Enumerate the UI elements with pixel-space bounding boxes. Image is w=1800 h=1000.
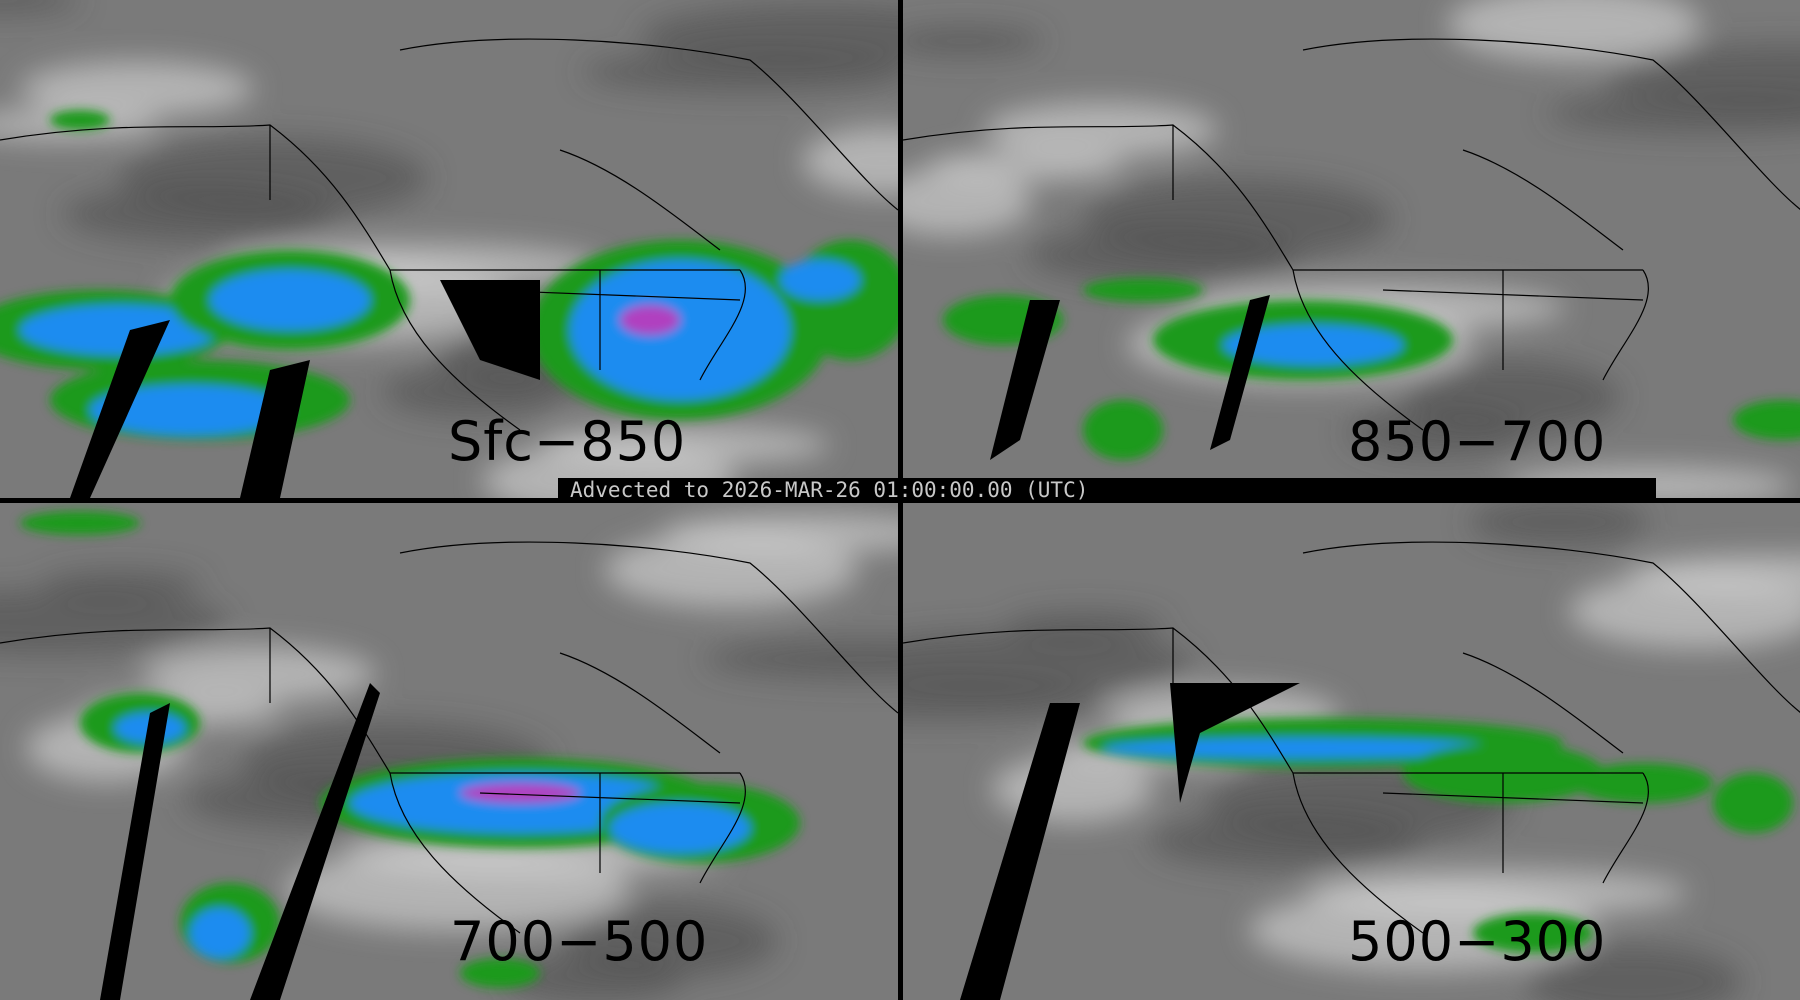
streak — [1027, 226, 1299, 284]
streak — [20, 61, 254, 117]
panel-label-700-500: 700−500 — [450, 910, 709, 973]
streak — [704, 638, 898, 680]
streak — [604, 532, 858, 608]
streak — [1149, 812, 1421, 870]
streak — [504, 953, 684, 1000]
moisture-band — [1223, 325, 1403, 365]
moisture-band — [610, 803, 750, 853]
streak — [1526, 945, 1742, 1000]
streak — [284, 847, 630, 931]
coastline-overlay — [0, 38, 898, 431]
panel-label-500-300: 500−300 — [1348, 910, 1607, 973]
streak — [0, 0, 80, 15]
panel-700-500 — [0, 503, 898, 1000]
field-image — [903, 503, 1800, 1000]
field-image — [0, 511, 898, 1000]
streak — [992, 755, 1154, 823]
streak — [903, 26, 1044, 56]
moisture-band — [20, 305, 220, 355]
missing-data-region — [960, 683, 1300, 1000]
advection-time-banner: Advected to 2026-MAR-26 01:00:00.00 (UTC… — [558, 478, 1656, 502]
panel-label-sfc-850: Sfc−850 — [448, 410, 687, 473]
streak — [1347, 408, 1527, 458]
moisture-band — [50, 110, 110, 130]
coastline-overlay — [903, 38, 1800, 431]
field-image — [0, 0, 898, 498]
panel-850-700 — [903, 0, 1800, 498]
panel-500-300 — [903, 503, 1800, 1000]
moisture-band — [90, 385, 290, 435]
streak — [802, 127, 898, 195]
streak — [1547, 92, 1800, 134]
moisture-band — [190, 908, 250, 958]
moisture-band — [460, 783, 580, 803]
streak — [0, 589, 228, 655]
moisture-band — [1103, 738, 1503, 758]
missing-data-region — [70, 280, 540, 498]
field-image — [903, 0, 1800, 498]
streak — [1469, 503, 1649, 547]
moisture-band — [1573, 763, 1713, 803]
streak — [903, 630, 1193, 696]
missing-data-region — [100, 683, 380, 1000]
streak — [582, 51, 898, 93]
moisture-band — [1733, 400, 1800, 440]
moisture-band — [1083, 278, 1203, 302]
moisture-band — [780, 260, 860, 300]
moisture-band — [20, 511, 140, 535]
streak — [903, 168, 1032, 236]
streak — [142, 646, 376, 702]
panel-label-850-700: 850−700 — [1348, 410, 1607, 473]
panel-sfc-850 — [0, 0, 898, 498]
moisture-band — [1473, 913, 1593, 953]
streak — [1447, 0, 1701, 62]
coastline-overlay — [903, 541, 1800, 934]
moisture-band — [460, 958, 540, 988]
moisture-band — [210, 270, 370, 330]
moisture-band — [570, 260, 790, 400]
moisture-band — [620, 305, 680, 335]
moisture-band — [1713, 773, 1793, 833]
streak — [984, 102, 1218, 158]
streak — [1569, 573, 1800, 649]
moisture-band — [1083, 400, 1163, 460]
coastline-overlay — [0, 541, 898, 934]
streak — [62, 185, 334, 243]
